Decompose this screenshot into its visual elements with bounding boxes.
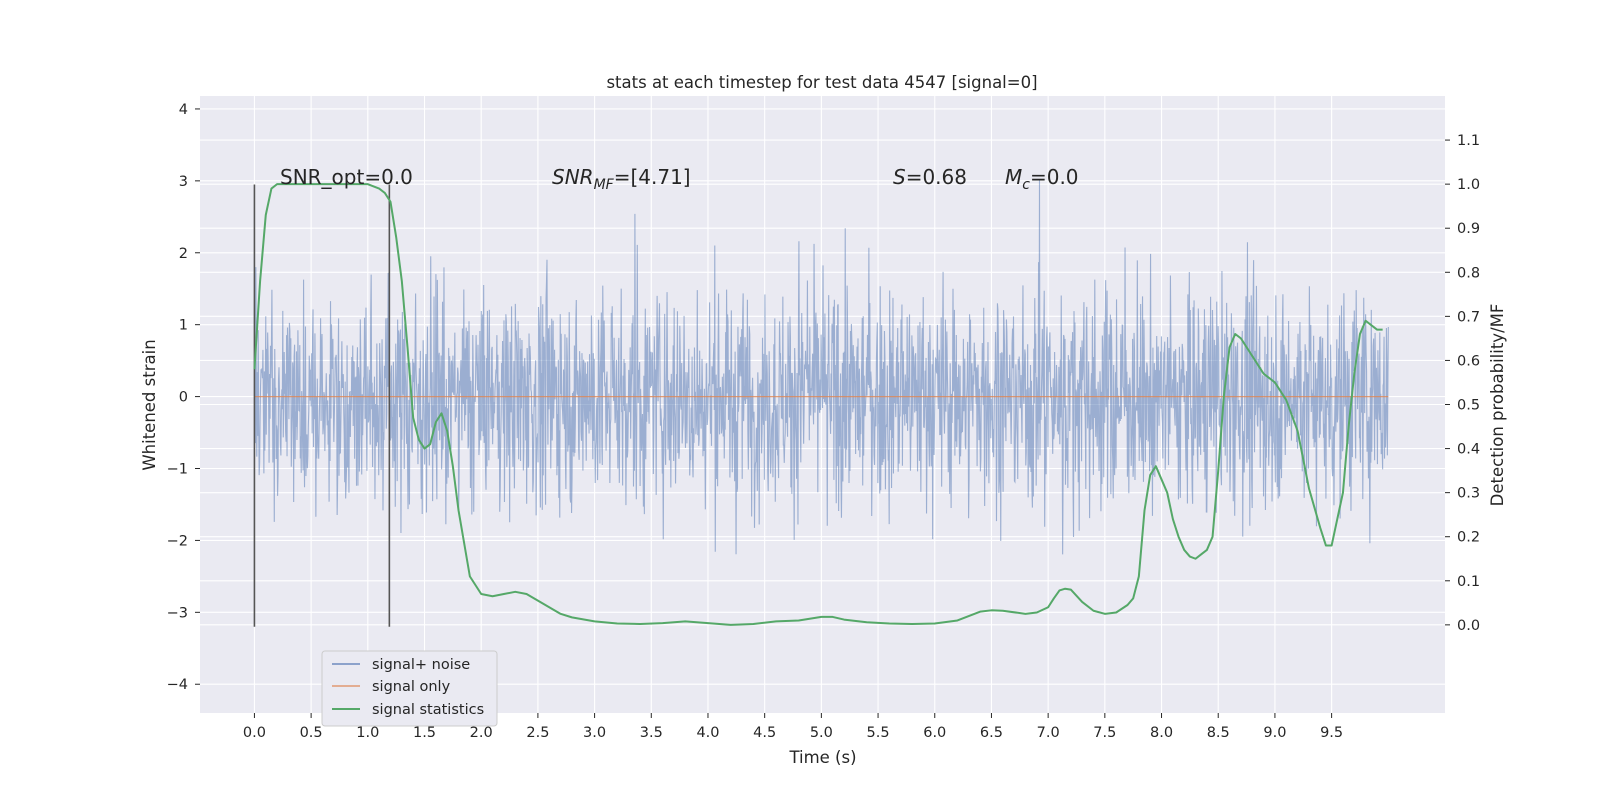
x-tick-label: 5.5	[867, 725, 890, 741]
y-tick-label: 3	[179, 174, 188, 190]
legend: signal+ noise signal only signal statist…	[321, 650, 498, 727]
y-right-tick-label: 0.2	[1457, 530, 1480, 546]
annotation-s: S=0.68	[893, 165, 967, 189]
x-tick-label: 8.0	[1150, 725, 1173, 741]
axes: 0.0 0.5 1.0 1.5 2.0 2.5 3.0 3.5 4.0 4.5 5.0 5.5 6.0 6…	[167, 102, 1480, 741]
annotation-snr-mf: SNRMF=[4.71]	[552, 165, 691, 193]
y-tick-label: 1	[179, 318, 188, 334]
x-tick-label: 1.0	[356, 725, 379, 741]
annotation-snr-opt: SNR_opt=0.0	[280, 165, 413, 189]
x-tick-label: 8.5	[1207, 725, 1230, 741]
y-right-tick-label: 0.6	[1457, 353, 1480, 369]
y-tick-label: 0	[179, 390, 188, 406]
x-tick-label: 9.0	[1263, 725, 1286, 741]
y-axis-label: Whitened strain	[140, 339, 159, 470]
y-tick-label: 4	[179, 102, 188, 118]
legend-label-signal-only: signal only	[372, 679, 451, 695]
x-tick-label: 7.5	[1093, 725, 1116, 741]
x-tick-label: 6.5	[980, 725, 1003, 741]
y-right-tick-label: 0.8	[1457, 265, 1480, 281]
y-tick-label: −4	[167, 677, 188, 693]
x-tick-label: 0.5	[300, 725, 323, 741]
y-right-tick-label: 0.3	[1457, 486, 1480, 502]
x-tick-label: 3.0	[583, 725, 606, 741]
y-tick-label: −1	[167, 462, 188, 478]
y-right-tick-label: 1.1	[1457, 133, 1480, 149]
annotation-mc: Mc=0.0	[1005, 165, 1079, 193]
x-tick-label: 1.5	[413, 725, 436, 741]
y-right-tick-label: 0.1	[1457, 574, 1480, 590]
y-right-tick-label: 0.9	[1457, 221, 1480, 237]
x-tick-label: 3.5	[640, 725, 663, 741]
x-axis-label: Time (s)	[788, 748, 856, 767]
y-right-tick-label: 0.0	[1457, 618, 1480, 634]
signal-statistics-series	[253, 183, 1383, 626]
x-tick-label: 4.5	[753, 725, 776, 741]
chart-title: stats at each timestep for test data 454…	[606, 73, 1037, 92]
x-tick-label: 2.0	[470, 725, 493, 741]
series-lines	[253, 183, 1389, 627]
x-tick-label: 0.0	[243, 725, 266, 741]
x-tick-label: 5.0	[810, 725, 833, 741]
x-tick-label: 9.5	[1320, 725, 1343, 741]
x-tick-label: 7.0	[1037, 725, 1060, 741]
y-right-tick-label: 0.4	[1457, 442, 1480, 458]
x-tick-label: 4.0	[696, 725, 719, 741]
x-tick-label: 2.5	[526, 725, 549, 741]
legend-label-signal-noise: signal+ noise	[372, 657, 470, 673]
y-tick-label: 2	[179, 246, 188, 262]
y-right-axis-label: Detection probability/MF	[1488, 304, 1507, 507]
y-right-tick-label: 0.5	[1457, 398, 1480, 414]
x-tick-label: 6.0	[923, 725, 946, 741]
y-right-tick-label: 1.0	[1457, 177, 1480, 193]
y-tick-label: −2	[167, 533, 188, 549]
y-right-tick-label: 0.7	[1457, 309, 1480, 325]
y-tick-label: −3	[167, 605, 188, 621]
legend-box	[321, 650, 498, 727]
legend-label-signal-statistics: signal statistics	[372, 702, 484, 718]
